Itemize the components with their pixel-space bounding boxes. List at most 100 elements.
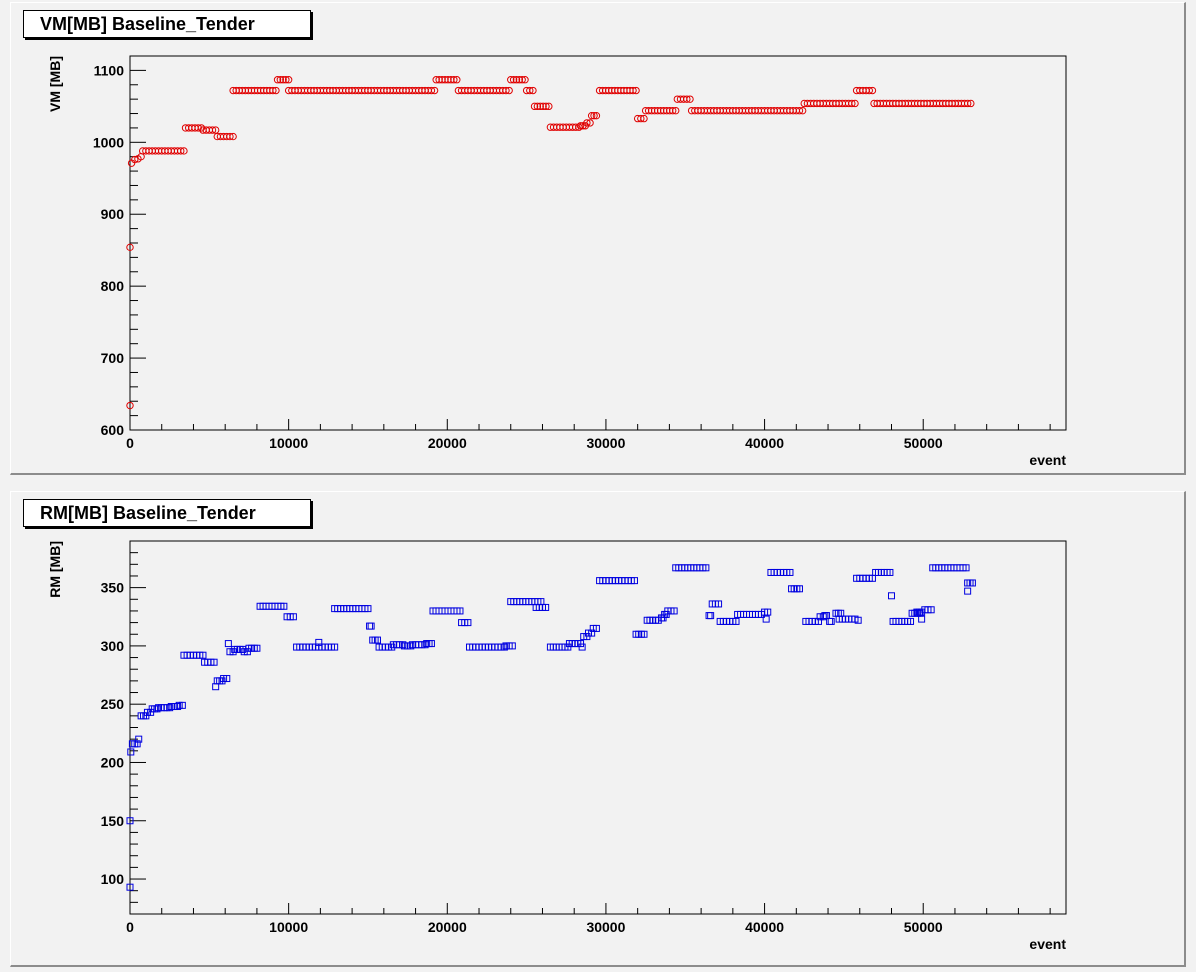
vm-data-point: [444, 76, 452, 84]
rm-data-point: [289, 613, 297, 621]
vm-y-tick-label: 600: [101, 422, 125, 438]
vm-data-point: [586, 119, 594, 127]
rm-data-point: [927, 606, 935, 614]
rm-x-tick-label: 40000: [745, 919, 784, 935]
rm-data-point: [223, 675, 231, 683]
vm-data-point: [126, 243, 134, 252]
vm-data-point: [180, 147, 188, 155]
vm-data-point: [533, 102, 542, 111]
vm-data-point: [505, 86, 513, 95]
vm-data-point: [545, 102, 553, 111]
vm-data-point: [536, 102, 544, 111]
vm-x-tick-label: 40000: [745, 435, 784, 451]
vm-data-point: [539, 102, 547, 111]
vm-y-axis-title: VM [MB]: [47, 56, 63, 112]
vm-data-point: [208, 126, 217, 134]
vm-data-point: [430, 86, 439, 95]
rm-y-axis-title: RM [MB]: [47, 541, 63, 598]
vm-data-point: [131, 155, 139, 164]
rm-data-point: [670, 607, 678, 615]
vm-data-point: [177, 147, 185, 155]
vm-data-point: [526, 86, 534, 95]
vm-data-point: [851, 99, 859, 108]
vm-data-points: [126, 76, 975, 410]
vm-data-point: [197, 124, 206, 132]
rm-data-point: [315, 638, 323, 646]
vm-x-tick-label: 50000: [904, 435, 943, 451]
vm-data-point: [279, 76, 287, 84]
vm-data-point: [629, 86, 637, 95]
rm-data-point: [795, 585, 803, 593]
vm-data-point: [226, 132, 234, 141]
rm-data-point: [707, 612, 715, 620]
vm-data-point: [967, 99, 975, 108]
rm-data-point: [542, 603, 550, 611]
vm-y-tick-label: 700: [101, 350, 125, 366]
vm-data-point: [194, 124, 202, 132]
rm-chart-title: RM[MB] Baseline_Tender: [23, 499, 311, 527]
rm-data-point: [588, 629, 596, 637]
vm-x-tick-label: 30000: [586, 435, 625, 451]
rm-data-point: [764, 608, 772, 616]
rm-data-point: [508, 642, 516, 650]
rm-data-point: [133, 740, 141, 748]
rm-data-point: [218, 677, 226, 685]
vm-data-point: [284, 76, 293, 84]
rm-data-point: [127, 748, 135, 756]
rm-data-point: [388, 643, 396, 651]
rm-x-tick-label: 0: [126, 919, 134, 935]
vm-y-tick-label: 800: [101, 278, 125, 294]
rm-y-tick-label: 200: [101, 754, 125, 770]
rm-data-point: [640, 630, 648, 638]
rm-data-point: [887, 592, 895, 600]
vm-data-point: [686, 95, 694, 103]
rm-data-point: [456, 607, 464, 615]
vm-x-tick-label: 0: [126, 435, 134, 451]
vm-data-point: [509, 76, 518, 84]
vm-data-point: [438, 76, 446, 84]
vm-data-point: [126, 401, 134, 410]
rm-x-tick-label: 50000: [904, 919, 943, 935]
rm-data-point: [253, 644, 261, 652]
vm-data-point: [848, 99, 856, 108]
rm-data-point: [210, 658, 218, 666]
rm-data-point: [968, 579, 976, 587]
rm-x-tick-label: 10000: [269, 919, 308, 935]
rm-data-point: [815, 617, 823, 625]
vm-data-point: [515, 76, 524, 84]
rm-data-point: [964, 587, 972, 595]
vm-data-point: [542, 102, 550, 111]
rm-data-point: [407, 642, 415, 650]
rm-y-tick-label: 350: [101, 580, 125, 596]
rm-data-point: [715, 600, 723, 608]
rm-x-tick-label: 20000: [428, 919, 467, 935]
rm-data-point: [464, 619, 472, 627]
vm-data-point: [273, 76, 282, 84]
rm-data-point: [135, 735, 143, 743]
vm-data-point: [865, 86, 873, 95]
vm-data-point: [683, 95, 691, 103]
rm-data-point: [918, 615, 926, 623]
rm-data-point: [762, 615, 770, 623]
rm-data-point: [280, 602, 288, 610]
vm-data-point: [583, 119, 591, 127]
rm-data-points: [126, 564, 976, 891]
rm-data-point: [886, 568, 894, 576]
vm-data-point: [632, 86, 640, 95]
vm-data-point: [450, 76, 458, 84]
vm-y-tick-label: 900: [101, 206, 125, 222]
vm-data-point: [637, 114, 645, 123]
rm-data-point: [827, 617, 835, 625]
rm-data-point: [126, 883, 134, 891]
vm-data-point: [453, 76, 461, 84]
rm-data-point: [331, 643, 339, 651]
vm-data-point: [447, 76, 455, 84]
vm-x-tick-label: 20000: [428, 435, 467, 451]
rm-data-point: [199, 651, 207, 659]
vm-data-point: [282, 76, 290, 84]
vm-data-point: [502, 86, 510, 95]
vm-data-point: [576, 122, 585, 130]
vm-data-point: [868, 86, 877, 95]
rm-data-point: [373, 636, 381, 644]
